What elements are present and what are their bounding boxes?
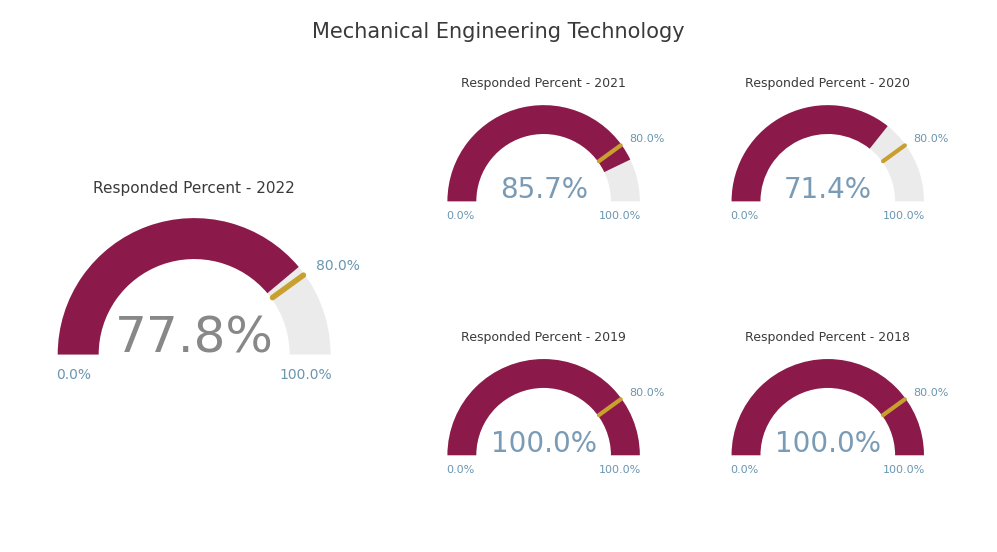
Text: 100.0%: 100.0% [491,429,596,458]
Text: Responded Percent - 2018: Responded Percent - 2018 [746,331,910,344]
Text: 80.0%: 80.0% [913,134,949,144]
Text: 80.0%: 80.0% [316,259,360,273]
Wedge shape [732,359,924,455]
Wedge shape [448,105,630,201]
Text: 80.0%: 80.0% [629,388,665,398]
Text: 80.0%: 80.0% [629,134,665,144]
Text: Responded Percent - 2019: Responded Percent - 2019 [462,331,626,344]
Text: 0.0%: 0.0% [447,211,475,221]
Text: 0.0%: 0.0% [731,211,759,221]
Text: 77.8%: 77.8% [115,314,273,362]
Text: 85.7%: 85.7% [499,176,587,204]
Wedge shape [732,105,887,201]
Text: 0.0%: 0.0% [57,368,92,382]
Text: 100.0%: 100.0% [775,429,880,458]
Text: 71.4%: 71.4% [784,176,871,204]
Text: Responded Percent - 2020: Responded Percent - 2020 [746,77,910,91]
Wedge shape [732,105,924,201]
Wedge shape [448,105,640,201]
Wedge shape [58,218,331,354]
Wedge shape [448,359,640,455]
Wedge shape [732,359,924,455]
Text: 80.0%: 80.0% [913,388,949,398]
Text: 100.0%: 100.0% [598,465,641,475]
Text: 100.0%: 100.0% [279,368,332,382]
Text: Responded Percent - 2022: Responded Percent - 2022 [94,181,295,195]
Text: 100.0%: 100.0% [882,465,925,475]
Wedge shape [448,359,640,455]
Wedge shape [58,218,299,354]
Text: 100.0%: 100.0% [598,211,641,221]
Text: 0.0%: 0.0% [731,465,759,475]
Text: 0.0%: 0.0% [447,465,475,475]
Text: 100.0%: 100.0% [882,211,925,221]
Text: Mechanical Engineering Technology: Mechanical Engineering Technology [312,22,685,42]
Text: Responded Percent - 2021: Responded Percent - 2021 [462,77,626,91]
